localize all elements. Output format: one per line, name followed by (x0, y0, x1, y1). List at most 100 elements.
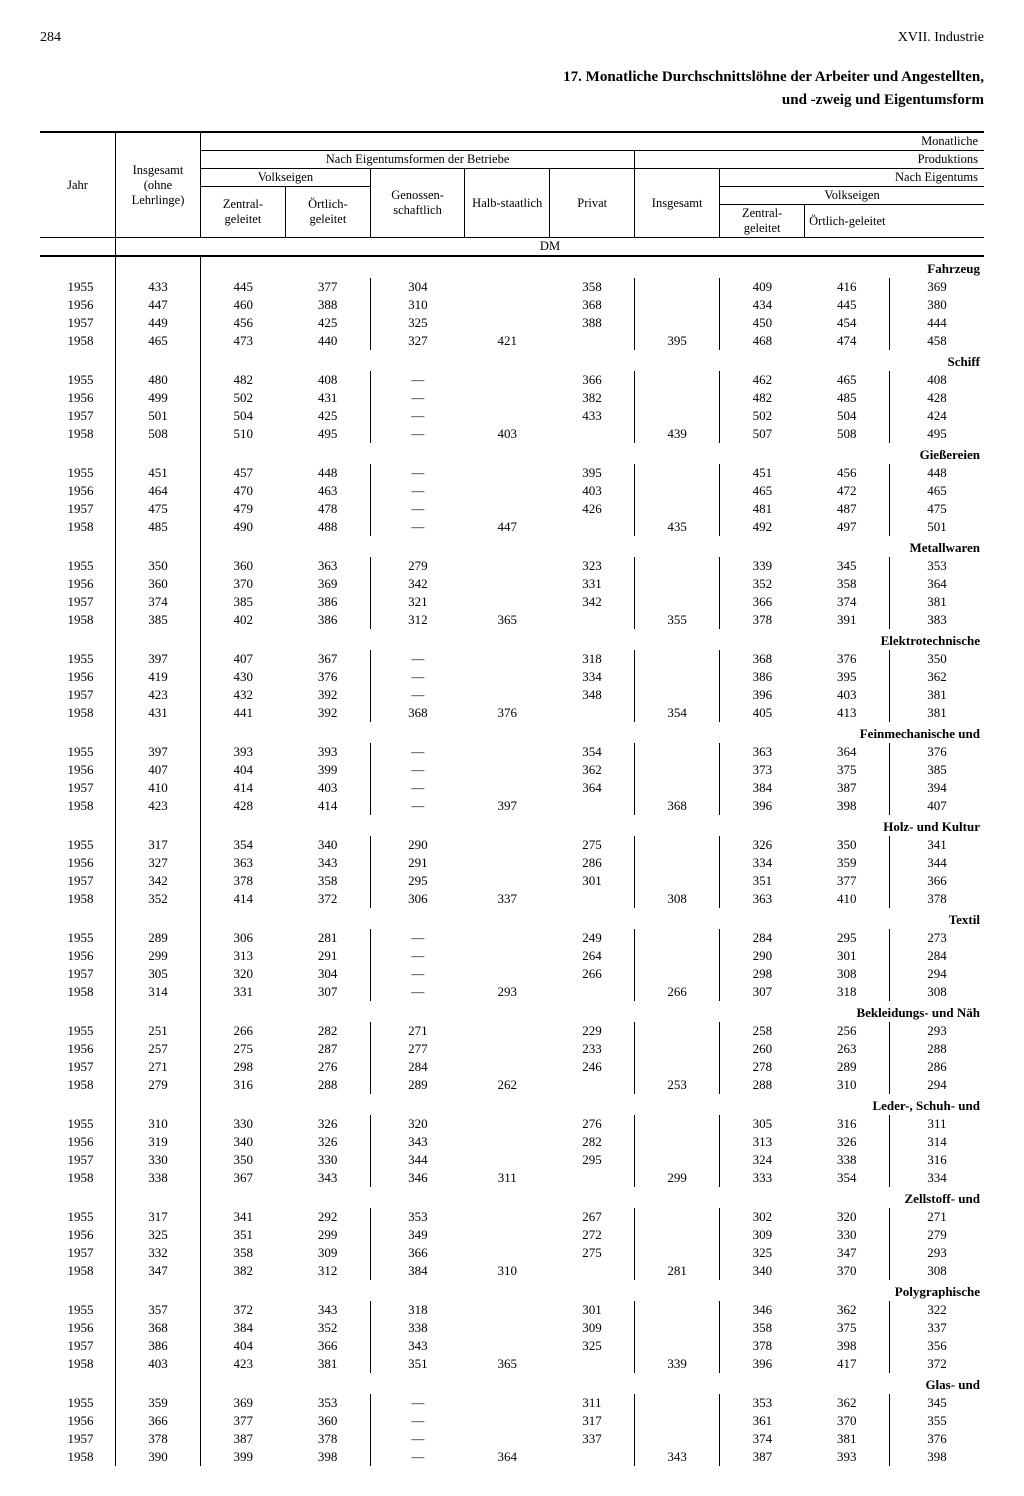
value-cell: 258 (720, 1022, 805, 1040)
unit-dm: DM (116, 238, 984, 257)
year-cell: 1955 (40, 929, 116, 947)
value-cell: 295 (805, 929, 890, 947)
value-cell: 384 (720, 779, 805, 797)
wage-table: Jahr Insgesamt (ohne Lehrlinge) Monatlic… (40, 131, 984, 1466)
value-cell: 338 (805, 1151, 890, 1169)
value-cell: 431 (116, 704, 201, 722)
value-cell: — (370, 929, 464, 947)
value-cell: 394 (890, 779, 984, 797)
value-cell: 374 (116, 593, 201, 611)
value-cell: 279 (890, 1226, 984, 1244)
value-cell: — (370, 947, 464, 965)
section-label: Glas- und (200, 1373, 984, 1394)
value-cell (550, 797, 635, 815)
value-cell: 384 (370, 1262, 464, 1280)
value-cell: 304 (285, 965, 370, 983)
value-cell: 305 (720, 1115, 805, 1133)
value-cell: 324 (720, 1151, 805, 1169)
value-cell: 385 (116, 611, 201, 629)
value-cell: 413 (805, 704, 890, 722)
year-cell: 1957 (40, 1058, 116, 1076)
value-cell: — (370, 425, 464, 443)
value-cell: 375 (805, 761, 890, 779)
value-cell: 407 (116, 761, 201, 779)
value-cell (635, 1226, 720, 1244)
value-cell: 450 (720, 314, 805, 332)
value-cell: 304 (370, 278, 464, 296)
value-cell: 343 (635, 1448, 720, 1466)
value-cell: 416 (805, 278, 890, 296)
value-cell: 337 (890, 1319, 984, 1337)
value-cell: 266 (550, 965, 635, 983)
value-cell: 432 (200, 686, 285, 704)
value-cell: 447 (116, 296, 201, 314)
value-cell: 397 (116, 650, 201, 668)
value-cell: 434 (720, 296, 805, 314)
value-cell: 325 (370, 314, 464, 332)
value-cell: 355 (890, 1412, 984, 1430)
value-cell (465, 314, 550, 332)
value-cell: 301 (805, 947, 890, 965)
value-cell: 375 (805, 1319, 890, 1337)
value-cell: 331 (200, 983, 285, 1001)
value-cell: — (370, 407, 464, 425)
year-cell: 1956 (40, 389, 116, 407)
col-insgesamt-ohne: Insgesamt (ohne Lehrlinge) (116, 132, 201, 238)
value-cell: 374 (805, 593, 890, 611)
year-cell: 1958 (40, 1262, 116, 1280)
value-cell (635, 575, 720, 593)
value-cell: 350 (200, 1151, 285, 1169)
value-cell: 360 (116, 575, 201, 593)
value-cell: 499 (116, 389, 201, 407)
value-cell: 508 (116, 425, 201, 443)
col-zentral: Zentral-geleitet (200, 187, 285, 238)
value-cell: 340 (285, 836, 370, 854)
value-cell: 326 (720, 836, 805, 854)
value-cell: 366 (720, 593, 805, 611)
table-title: 17. Monatliche Durchschnittslöhne der Ar… (40, 66, 984, 111)
value-cell: 440 (285, 332, 370, 350)
year-cell: 1958 (40, 518, 116, 536)
value-cell: 364 (550, 779, 635, 797)
value-cell: 478 (285, 500, 370, 518)
value-cell: 374 (720, 1430, 805, 1448)
value-cell: 431 (285, 389, 370, 407)
value-cell: 294 (890, 965, 984, 983)
year-cell: 1956 (40, 1040, 116, 1058)
value-cell: 318 (370, 1301, 464, 1319)
value-cell: 366 (890, 872, 984, 890)
value-cell: — (370, 1448, 464, 1466)
value-cell (635, 872, 720, 890)
value-cell: 263 (805, 1040, 890, 1058)
value-cell: 393 (805, 1448, 890, 1466)
value-cell (635, 1022, 720, 1040)
value-cell: 293 (890, 1022, 984, 1040)
value-cell: 317 (116, 836, 201, 854)
value-cell (635, 965, 720, 983)
year-cell: 1958 (40, 1448, 116, 1466)
value-cell: 305 (116, 965, 201, 983)
value-cell: 370 (805, 1412, 890, 1430)
value-cell: 318 (550, 650, 635, 668)
value-cell: 351 (200, 1226, 285, 1244)
value-cell (465, 593, 550, 611)
year-cell: 1957 (40, 872, 116, 890)
value-cell: 286 (890, 1058, 984, 1076)
year-cell: 1958 (40, 1076, 116, 1094)
value-cell: 414 (200, 779, 285, 797)
value-cell: 309 (550, 1319, 635, 1337)
value-cell: 306 (370, 890, 464, 908)
value-cell: 396 (720, 686, 805, 704)
value-cell: 346 (720, 1301, 805, 1319)
value-cell: 253 (635, 1076, 720, 1094)
value-cell: 366 (116, 1412, 201, 1430)
value-cell: 301 (550, 1301, 635, 1319)
year-cell: 1955 (40, 557, 116, 575)
value-cell: 299 (285, 1226, 370, 1244)
value-cell: 320 (805, 1208, 890, 1226)
year-cell: 1955 (40, 1115, 116, 1133)
value-cell: 325 (550, 1337, 635, 1355)
value-cell: 348 (550, 686, 635, 704)
value-cell: 278 (720, 1058, 805, 1076)
value-cell: 372 (285, 890, 370, 908)
